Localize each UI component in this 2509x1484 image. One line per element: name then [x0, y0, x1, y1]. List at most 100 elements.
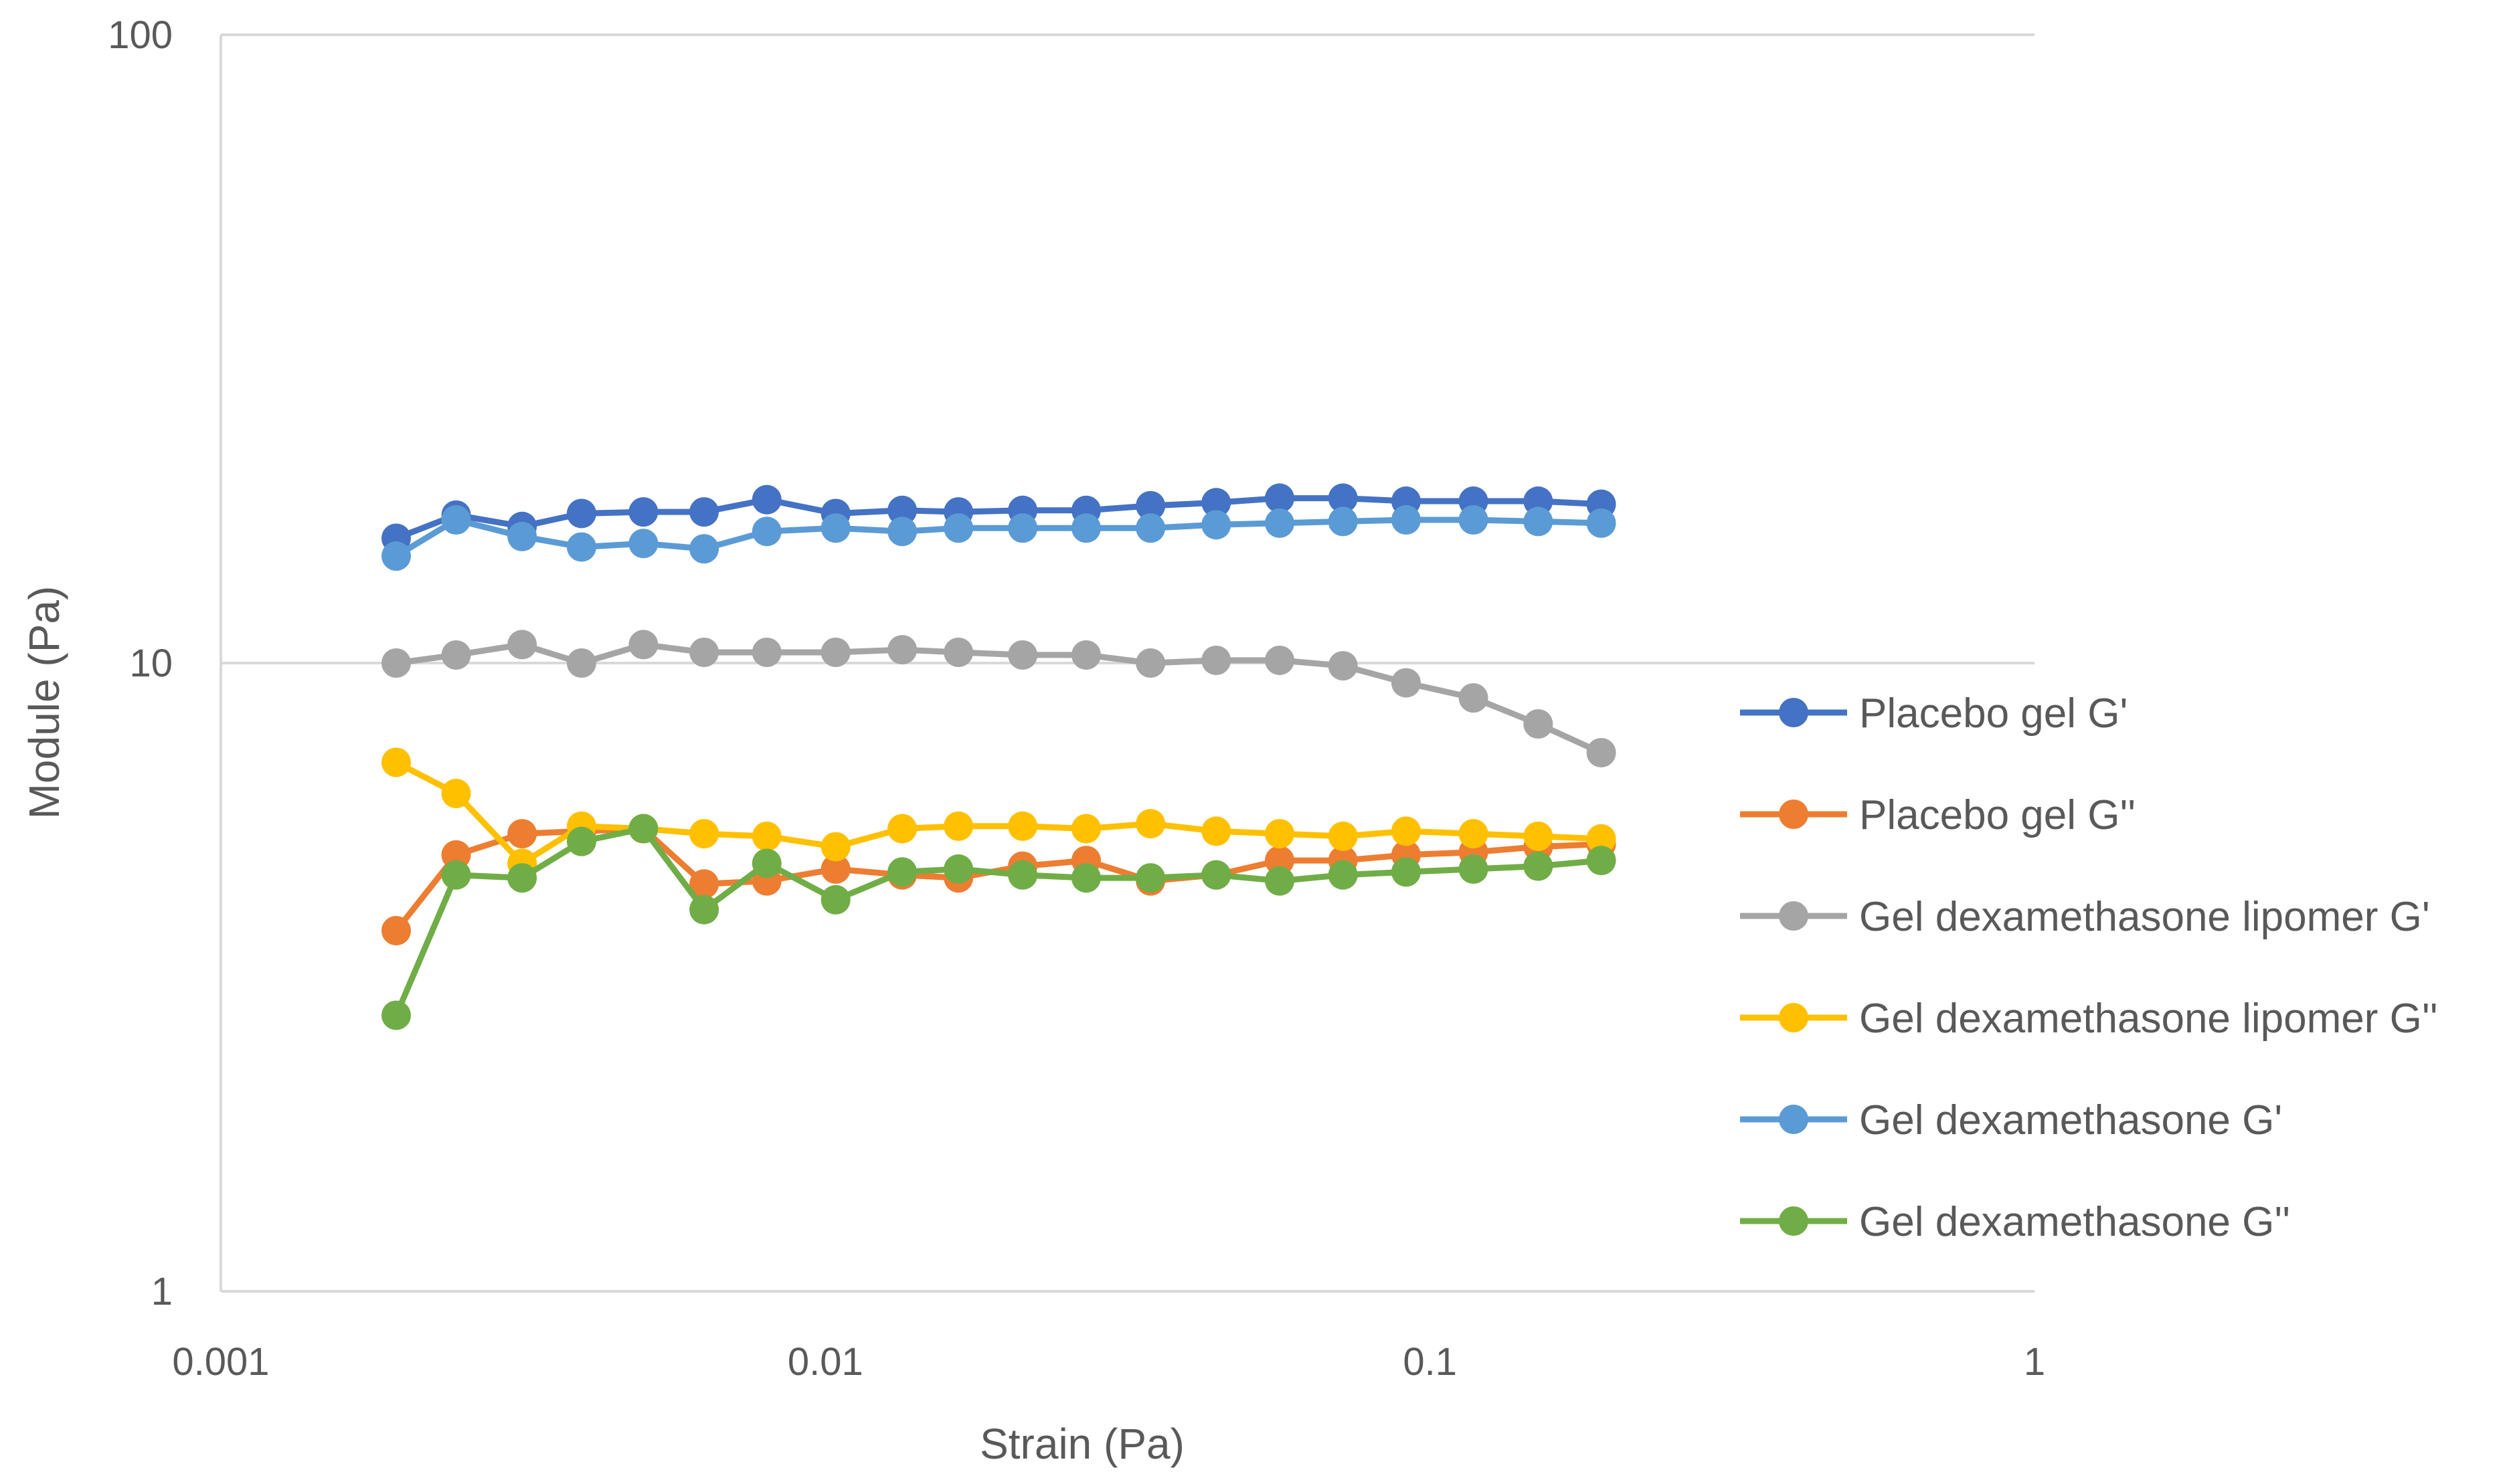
data-point: [944, 638, 974, 668]
x-tick-label: 0.1: [1403, 1340, 1457, 1384]
data-point: [752, 821, 782, 851]
data-point: [1586, 824, 1616, 854]
data-point: [1071, 640, 1101, 670]
data-point: [944, 854, 974, 884]
data-point: [1071, 513, 1101, 543]
data-point: [507, 863, 537, 893]
data-point: [887, 857, 918, 887]
legend-item-0: Placebo gel G': [1740, 690, 2128, 737]
legend-item-5: Gel dexamethasone G'': [1740, 1199, 2290, 1245]
data-point: [507, 521, 537, 551]
data-point: [1136, 863, 1166, 893]
data-point: [628, 630, 659, 660]
series-5: [381, 814, 1616, 1030]
data-point: [944, 811, 974, 841]
legend-item-2: Gel dexamethasone lipomer G': [1740, 894, 2430, 940]
data-point: [381, 1000, 411, 1030]
data-point: [441, 860, 471, 890]
x-tick-label: 0.001: [172, 1340, 269, 1384]
y-tick-label: 100: [108, 13, 173, 57]
data-series: [381, 483, 1616, 1030]
data-point: [1136, 490, 1166, 521]
data-point: [1008, 860, 1038, 890]
data-point: [441, 778, 471, 808]
data-point: [1328, 651, 1358, 681]
data-point: [820, 638, 851, 668]
legend: Placebo gel G' Placebo gel G'' Gel dexamet…: [1740, 690, 2438, 1245]
data-point: [689, 638, 719, 668]
data-point: [1391, 816, 1421, 846]
x-axis-title: Strain (Pa): [980, 1420, 1185, 1468]
axes: 1 10 100 0.001 0.01 0.1 1: [108, 13, 2045, 1384]
data-point: [1264, 819, 1294, 849]
series-3: [381, 747, 1616, 878]
legend-swatch-marker: [1779, 1206, 1808, 1236]
y-axis-title: Module (Pa): [20, 586, 68, 820]
legend-item-1: Placebo gel G'': [1740, 792, 2136, 838]
legend-swatch-marker: [1779, 800, 1808, 829]
data-point: [752, 638, 782, 668]
data-point: [1391, 857, 1421, 887]
data-point: [566, 826, 596, 856]
data-point: [1201, 816, 1231, 846]
data-point: [1523, 709, 1553, 739]
data-point: [566, 498, 596, 529]
data-point: [628, 497, 659, 527]
data-point: [1136, 809, 1166, 839]
data-point: [507, 819, 537, 849]
data-point: [689, 497, 719, 527]
data-point: [689, 869, 719, 899]
data-point: [1523, 821, 1553, 851]
data-point: [1523, 506, 1553, 537]
data-point: [1071, 814, 1101, 844]
data-point: [628, 814, 659, 844]
data-point: [1391, 505, 1421, 535]
legend-label: Gel dexamethasone lipomer G'': [1859, 996, 2438, 1042]
y-tick-label: 1: [151, 1270, 173, 1313]
data-point: [1136, 648, 1166, 678]
data-point: [689, 895, 719, 925]
data-point: [1264, 483, 1294, 513]
legend-swatch-marker: [1779, 1105, 1808, 1134]
data-point: [820, 832, 851, 862]
data-point: [1264, 645, 1294, 675]
data-point: [820, 885, 851, 915]
data-point: [820, 513, 851, 543]
data-point: [689, 534, 719, 564]
data-point: [1201, 645, 1231, 675]
data-point: [1586, 508, 1616, 538]
x-tick-label: 0.01: [788, 1340, 863, 1384]
legend-label: Gel dexamethasone G'': [1859, 1199, 2290, 1245]
data-point: [944, 513, 974, 543]
legend-item-4: Gel dexamethasone G': [1740, 1097, 2282, 1143]
data-point: [1586, 737, 1616, 767]
data-point: [1328, 506, 1358, 537]
y-tick-label: 10: [129, 642, 173, 685]
data-point: [887, 495, 918, 525]
data-point: [628, 529, 659, 559]
data-point: [1391, 668, 1421, 698]
data-point: [1328, 821, 1358, 851]
legend-swatch-marker: [1779, 1003, 1808, 1032]
data-point: [1201, 488, 1231, 518]
data-point: [1201, 860, 1231, 890]
series-4: [381, 505, 1616, 571]
data-point: [441, 640, 471, 670]
legend-item-3: Gel dexamethasone lipomer G'': [1740, 996, 2438, 1042]
data-point: [1136, 513, 1166, 543]
data-point: [381, 541, 411, 571]
data-point: [1458, 854, 1488, 884]
legend-label: Placebo gel G'': [1859, 792, 2136, 838]
legend-label: Gel dexamethasone G': [1859, 1097, 2282, 1143]
data-point: [1458, 505, 1488, 535]
data-point: [1328, 483, 1358, 513]
data-point: [1586, 846, 1616, 876]
data-point: [1264, 508, 1294, 538]
data-point: [1458, 819, 1488, 849]
data-point: [1201, 510, 1231, 540]
data-point: [441, 505, 471, 535]
data-point: [1071, 863, 1101, 893]
data-point: [1458, 683, 1488, 713]
x-tick-label: 1: [2024, 1340, 2045, 1384]
